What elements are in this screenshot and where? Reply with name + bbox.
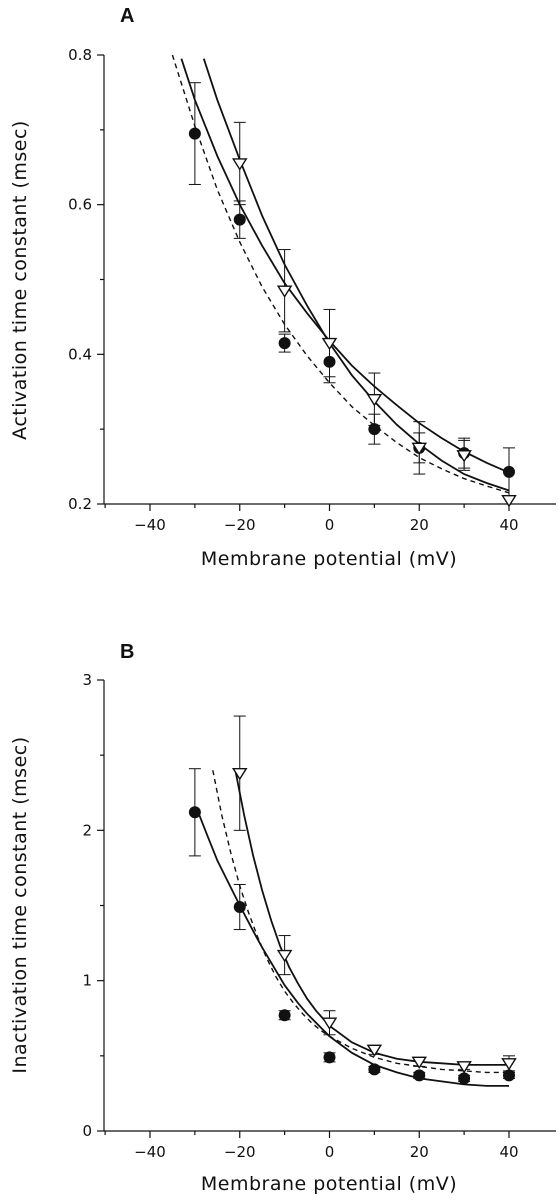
data-point-triangle: [276, 949, 293, 963]
panel-a-label: A: [120, 5, 134, 27]
data-point-triangle: [456, 1061, 472, 1074]
data-point-circle: [368, 423, 381, 436]
panel-b-ylabel: Inactivation time constant (msec): [9, 736, 31, 1073]
data-point-circle: [503, 1069, 515, 1082]
data-point-circle: [233, 901, 246, 914]
data-point-circle: [233, 213, 246, 226]
data-point-triangle: [231, 158, 248, 171]
y-tick-label: 0.2: [68, 495, 92, 513]
y-tick-label: 0: [82, 1122, 92, 1140]
data-point-triangle: [456, 450, 472, 463]
data-point-circle: [368, 1063, 381, 1076]
panel-a-xlabel: Membrane potential (mV): [201, 548, 457, 570]
fit-curve-solid: [198, 814, 509, 1087]
data-point-circle: [458, 1072, 471, 1085]
x-tick-label: −40: [134, 1143, 166, 1161]
x-tick-label: 0: [325, 1143, 335, 1161]
x-tick-label: 40: [499, 1143, 518, 1161]
x-tick-label: −20: [224, 516, 256, 534]
panel-b-label: B: [120, 641, 134, 663]
fit-curve-dashed: [212, 770, 509, 1074]
panel-b-plot: 0 1 2 3 −40 −20 0 20 40: [82, 671, 556, 1161]
data-point-circle: [503, 465, 515, 478]
x-tick-label: −20: [224, 1143, 256, 1161]
panel-a-ylabel: Activation time constant (msec): [9, 120, 31, 440]
data-point-triangle: [366, 393, 383, 407]
data-point-triangle: [501, 1058, 517, 1071]
data-point-triangle: [501, 495, 517, 508]
panel-b-xlabel: Membrane potential (mV): [201, 1173, 457, 1195]
data-point-triangle: [411, 442, 428, 456]
x-tick-label: −40: [134, 516, 166, 534]
x-tick-label: 0: [325, 516, 335, 534]
y-tick-label: 0.6: [68, 196, 92, 214]
fit-curve-solid: [234, 770, 509, 1066]
data-point-circle: [188, 127, 201, 140]
y-tick-label: 0.8: [68, 46, 92, 64]
y-tick-label: 2: [82, 821, 92, 839]
data-point-triangle: [276, 285, 293, 298]
x-tick-label: 40: [499, 516, 518, 534]
data-point-circle: [278, 337, 291, 350]
y-tick-label: 0.4: [68, 345, 92, 363]
y-tick-label: 3: [82, 671, 92, 689]
fit-curve-solid: [180, 58, 510, 474]
data-point-triangle: [231, 767, 248, 781]
data-point-triangle: [366, 1044, 383, 1057]
data-point-circle: [413, 1069, 426, 1082]
data-point-triangle: [411, 1056, 428, 1070]
data-point-circle: [278, 1009, 291, 1022]
y-tick-label: 1: [82, 972, 92, 990]
data-point-triangle: [321, 337, 338, 351]
x-tick-label: 20: [410, 516, 429, 534]
data-point-circle: [323, 1051, 336, 1064]
panel-a: A 0.2 0.4 0.6 0.8 −40 −20 0 20 40 Membrane poten…: [9, 5, 556, 570]
x-tick-label: 20: [410, 1143, 429, 1161]
fit-curve-dashed: [171, 54, 510, 494]
data-point-circle: [188, 806, 201, 819]
data-point-triangle: [321, 1017, 338, 1030]
fit-curve-solid: [202, 58, 510, 492]
panel-a-plot: 0.2 0.4 0.6 0.8 −40 −20 0 20 40: [68, 46, 556, 534]
panel-b: B 0 1 2 3 −40 −20 0 20 40 Membrane potential (mV…: [9, 641, 556, 1195]
